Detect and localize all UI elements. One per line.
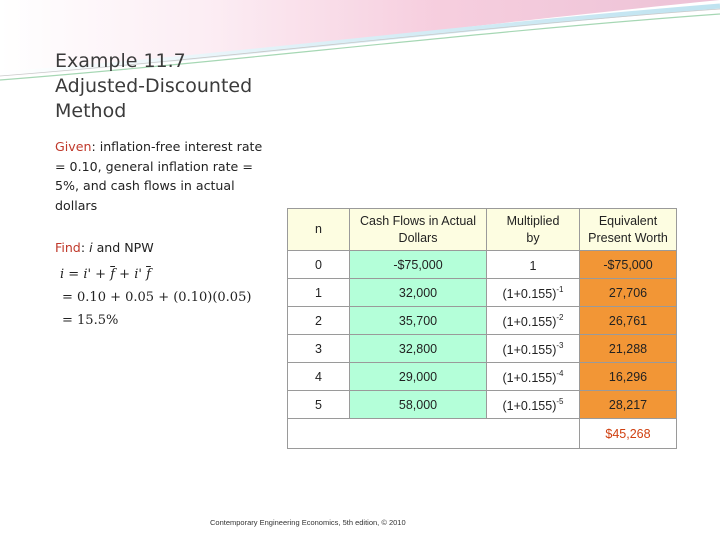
multiplier-base: 1: [529, 258, 537, 273]
table-total-row: $45,268: [287, 418, 677, 449]
cell-n: 1: [287, 278, 350, 307]
header-equivalent-l1: Equivalent: [598, 213, 658, 228]
cell-multiplier: 1: [486, 250, 580, 279]
table-header-row: n Cash Flows in Actual Dollars Multiplied…: [287, 208, 677, 251]
header-equivalent-l2: Present Worth: [588, 230, 668, 245]
total-present-worth: $45,268: [579, 418, 677, 449]
cell-multiplier: (1+0.155)-1: [486, 278, 580, 307]
cell-present-worth: 21,288: [579, 334, 677, 363]
title-line-1: Example 11.7: [55, 50, 186, 72]
cell-present-worth: 26,761: [579, 306, 677, 335]
cell-cash-flow: 29,000: [349, 362, 487, 391]
find-variable: i: [89, 240, 93, 255]
eq1-fbar: f: [110, 267, 116, 282]
find-body: and NPW: [92, 240, 154, 255]
cell-present-worth: 16,296: [579, 362, 677, 391]
multiplier-exponent: -1: [556, 284, 564, 294]
cell-cash-flow: 35,700: [349, 306, 487, 335]
cell-n: 5: [287, 390, 350, 419]
given-text: Given: inflation-free interest rate = 0.…: [55, 137, 270, 215]
table-row: 5 58,000 (1+0.155)-5 28,217: [287, 390, 677, 419]
multiplier-exponent: -3: [556, 340, 564, 350]
eq1-mid: + i': [115, 267, 147, 282]
cell-multiplier: (1+0.155)-2: [486, 306, 580, 335]
header-cash-flows-l2: Dollars: [398, 230, 438, 245]
cell-present-worth: -$75,000: [579, 250, 677, 279]
cell-n: 2: [287, 306, 350, 335]
find-label: Find: [55, 240, 81, 255]
multiplier-base: (1+0.155): [502, 342, 557, 357]
cell-multiplier: (1+0.155)-5: [486, 390, 580, 419]
cell-n: 0: [287, 250, 350, 279]
eq1-fbar2: f: [146, 267, 151, 282]
cell-cash-flow: -$75,000: [349, 250, 487, 279]
equation-line-3: = 15.5%: [62, 313, 119, 328]
header-multiplied-l2: by: [526, 230, 540, 245]
multiplier-base: (1+0.155): [502, 398, 557, 413]
cell-n: 3: [287, 334, 350, 363]
slide-title: Example 11.7 Adjusted-Discounted Method: [55, 49, 295, 124]
multiplier-base: (1+0.155): [502, 286, 557, 301]
given-body: : inflation-free interest rate = 0.10, g…: [55, 139, 263, 213]
cell-present-worth: 28,217: [579, 390, 677, 419]
cell-cash-flow: 32,800: [349, 334, 487, 363]
cell-cash-flow: 32,000: [349, 278, 487, 307]
multiplier-base: (1+0.155): [502, 314, 557, 329]
table-row: 1 32,000 (1+0.155)-1 27,706: [287, 278, 677, 307]
multiplier-exponent: -2: [556, 312, 564, 322]
cell-present-worth: 27,706: [579, 278, 677, 307]
cell-multiplier: (1+0.155)-3: [486, 334, 580, 363]
header-multiplied-by: Multiplied by: [486, 208, 580, 251]
header-cash-flows-l1: Cash Flows in Actual: [359, 213, 477, 228]
table-row: 4 29,000 (1+0.155)-4 16,296: [287, 362, 677, 391]
header-n: n: [287, 208, 350, 251]
header-decoration: [0, 0, 720, 81]
equation-line-2: = 0.10 + 0.05 + (0.10)(0.05): [62, 290, 252, 305]
multiplier-exponent: -4: [556, 368, 564, 378]
title-line-3: Method: [55, 100, 127, 122]
multiplier-exponent: -5: [556, 396, 564, 406]
header-multiplied-l1: Multiplied: [506, 213, 560, 228]
eq1-lhs: i = i' +: [60, 267, 111, 282]
table-row: 3 32,800 (1+0.155)-3 21,288: [287, 334, 677, 363]
cell-cash-flow: 58,000: [349, 390, 487, 419]
cash-flow-table: n Cash Flows in Actual Dollars Multiplied…: [287, 208, 677, 449]
find-text: Find: i and NPW: [55, 240, 154, 255]
header-equivalent-pw: Equivalent Present Worth: [579, 208, 677, 251]
table-row: 2 35,700 (1+0.155)-2 26,761: [287, 306, 677, 335]
header-n-text: n: [315, 222, 322, 236]
table-row: 0 -$75,000 1 -$75,000: [287, 250, 677, 279]
footer-citation: Contemporary Engineering Economics, 5th …: [210, 518, 406, 527]
multiplier-base: (1+0.155): [502, 370, 557, 385]
equation-line-1: i = i' + f + i' f: [60, 267, 151, 282]
cell-multiplier: (1+0.155)-4: [486, 362, 580, 391]
find-sep: :: [80, 240, 90, 255]
given-label: Given: [55, 139, 92, 154]
cell-n: 4: [287, 362, 350, 391]
title-line-2: Adjusted-Discounted: [55, 75, 253, 97]
total-spacer: [287, 418, 580, 449]
header-cash-flows: Cash Flows in Actual Dollars: [349, 208, 487, 251]
